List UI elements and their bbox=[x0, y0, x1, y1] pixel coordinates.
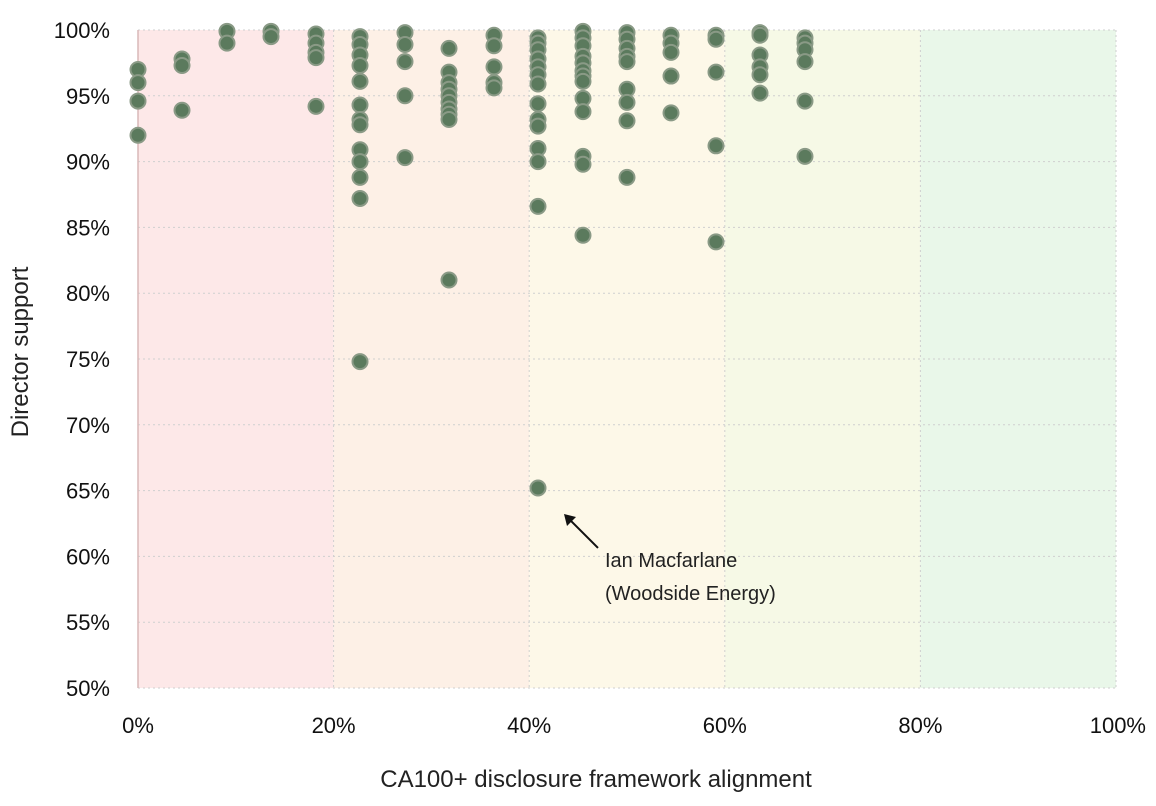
data-point bbox=[129, 92, 147, 110]
band-3 bbox=[724, 30, 921, 688]
data-point bbox=[574, 155, 592, 173]
data-point bbox=[440, 110, 458, 128]
data-point bbox=[618, 93, 636, 111]
y-tick-label: 55% bbox=[66, 610, 110, 635]
annotation-arrow-head bbox=[564, 513, 577, 526]
data-point bbox=[351, 153, 369, 171]
data-point bbox=[707, 233, 725, 251]
data-point bbox=[307, 49, 325, 67]
axis-labels: 50% 55% 60% 65% 70% 75% 80% 85% 90% 95% 100% 0% 20% 4… bbox=[54, 18, 1146, 738]
data-point bbox=[529, 479, 547, 497]
annotation-arrow-line bbox=[567, 517, 599, 549]
y-tick-label: 80% bbox=[66, 281, 110, 306]
data-point bbox=[129, 74, 147, 92]
x-tick-label: 80% bbox=[898, 713, 942, 738]
band-0 bbox=[138, 30, 334, 688]
x-tick-label: 60% bbox=[703, 713, 747, 738]
data-point bbox=[173, 57, 191, 75]
data-point bbox=[707, 137, 725, 155]
data-points bbox=[129, 22, 814, 497]
data-point bbox=[574, 72, 592, 90]
gridlines bbox=[137, 29, 1117, 689]
data-point bbox=[262, 28, 280, 46]
data-point bbox=[440, 39, 458, 57]
data-point bbox=[751, 66, 769, 84]
data-point bbox=[529, 153, 547, 171]
data-point bbox=[396, 149, 414, 167]
data-point bbox=[529, 75, 547, 93]
y-tick-label: 90% bbox=[66, 150, 110, 175]
data-point bbox=[396, 87, 414, 105]
data-point bbox=[440, 271, 458, 289]
data-point bbox=[707, 30, 725, 48]
y-tick-label: 75% bbox=[66, 347, 110, 372]
data-point bbox=[485, 37, 503, 55]
data-point bbox=[351, 57, 369, 75]
data-point bbox=[351, 96, 369, 114]
y-tick-label: 60% bbox=[66, 544, 110, 569]
data-point bbox=[351, 189, 369, 207]
x-tick-label: 0% bbox=[122, 713, 154, 738]
data-point bbox=[173, 101, 191, 119]
data-point bbox=[751, 84, 769, 102]
data-point bbox=[574, 103, 592, 121]
data-point bbox=[351, 116, 369, 134]
y-tick-label: 50% bbox=[66, 676, 110, 701]
data-point bbox=[796, 147, 814, 165]
data-point bbox=[796, 53, 814, 71]
annotation-label: (Woodside Energy) bbox=[605, 583, 776, 605]
x-tick-label: 40% bbox=[507, 713, 551, 738]
x-tick-label: 20% bbox=[312, 713, 356, 738]
data-point bbox=[707, 63, 725, 81]
data-point bbox=[396, 53, 414, 71]
y-tick-label: 100% bbox=[54, 18, 110, 43]
x-axis-title: CA100+ disclosure framework alignment bbox=[380, 766, 812, 793]
y-tick-label: 70% bbox=[66, 413, 110, 438]
data-point bbox=[618, 168, 636, 186]
data-point bbox=[485, 79, 503, 97]
data-point bbox=[129, 126, 147, 144]
y-tick-label: 65% bbox=[66, 479, 110, 504]
data-point bbox=[307, 97, 325, 115]
y-tick-label: 85% bbox=[66, 215, 110, 240]
data-point bbox=[485, 58, 503, 76]
y-tick-label: 95% bbox=[66, 84, 110, 109]
data-point bbox=[796, 92, 814, 110]
data-point bbox=[218, 34, 236, 52]
data-point bbox=[574, 226, 592, 244]
data-point bbox=[751, 26, 769, 44]
annotation: Ian Macfarlane (Woodside Energy) bbox=[564, 513, 776, 605]
data-point bbox=[529, 95, 547, 113]
data-point bbox=[662, 67, 680, 85]
y-axis-title: Director support bbox=[7, 266, 34, 437]
data-point bbox=[662, 104, 680, 122]
data-point bbox=[618, 53, 636, 71]
annotation-label: Ian Macfarlane bbox=[605, 550, 737, 572]
data-point bbox=[662, 43, 680, 61]
data-point bbox=[396, 35, 414, 53]
data-point bbox=[529, 197, 547, 215]
data-point bbox=[351, 168, 369, 186]
x-tick-label: 100% bbox=[1090, 713, 1146, 738]
band-2 bbox=[529, 30, 725, 688]
data-point bbox=[529, 117, 547, 135]
data-point bbox=[351, 353, 369, 371]
data-point bbox=[351, 72, 369, 90]
data-point bbox=[618, 112, 636, 130]
